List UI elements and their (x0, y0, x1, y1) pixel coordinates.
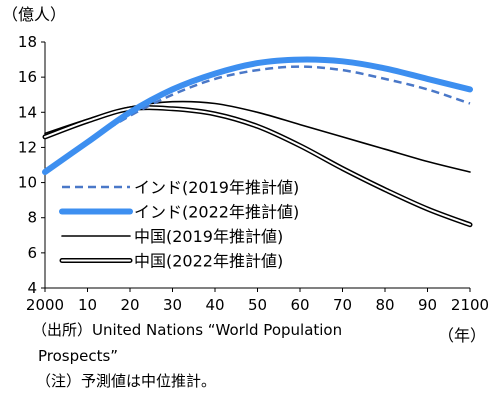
x-tick-label: 60 (290, 296, 309, 314)
x-tick-label: 10 (78, 296, 97, 314)
estimate-note: （注）予測値は中位推計。 (36, 372, 217, 390)
y-tick-label: 16 (18, 68, 37, 86)
y-tick-label: 10 (18, 174, 37, 192)
india-2019-series-line (44, 65, 471, 175)
legend-label-3: 中国(2019年推計値) (134, 227, 283, 246)
india-2022-series (42, 56, 473, 175)
y-tick-label: 6 (27, 244, 37, 262)
india-2022-series-line (42, 56, 473, 175)
x-tick-label: 2000 (26, 296, 64, 314)
legend-label-4: 中国(2022年推計値) (134, 252, 283, 271)
source-note-line1: （出所）United Nations “World Population (32, 321, 343, 339)
source-note-line2: Prospects” (38, 347, 119, 365)
x-tick-label: 20 (120, 296, 139, 314)
legend-label-2: インド(2022年推計値) (134, 203, 299, 222)
chart-series (42, 56, 473, 228)
y-tick-label: 4 (27, 279, 37, 297)
x-tick-label: 40 (205, 296, 224, 314)
y-tick-label: 8 (27, 209, 37, 227)
x-tick-label: 80 (375, 296, 394, 314)
chart-legend: インド(2019年推計値) インド(2022年推計値) 中国(2019年推計値) 中国… (59, 178, 299, 271)
x-axis-label: （年） (438, 326, 487, 345)
chart-axes: 4 6 8 10 12 14 16 18 2000 10 20 30 40 50 60 70 80 90 2100 (18, 33, 489, 314)
y-tick-label: 18 (18, 33, 37, 51)
x-tick-label: 70 (333, 296, 352, 314)
legend-label-1: インド(2019年推計値) (134, 178, 299, 197)
x-tick-label: 30 (163, 296, 182, 314)
india-2019-series (44, 65, 471, 175)
x-tick-label: 50 (248, 296, 267, 314)
y-axis-label: （億人） (2, 5, 67, 24)
china-2022-series-line-inner (44, 106, 471, 226)
china-2022-series (42, 105, 473, 228)
y-tick-label: 14 (18, 103, 37, 121)
y-tick-label: 12 (18, 138, 37, 156)
x-tick-label: 90 (418, 296, 437, 314)
x-tick-label: 2100 (451, 296, 489, 314)
